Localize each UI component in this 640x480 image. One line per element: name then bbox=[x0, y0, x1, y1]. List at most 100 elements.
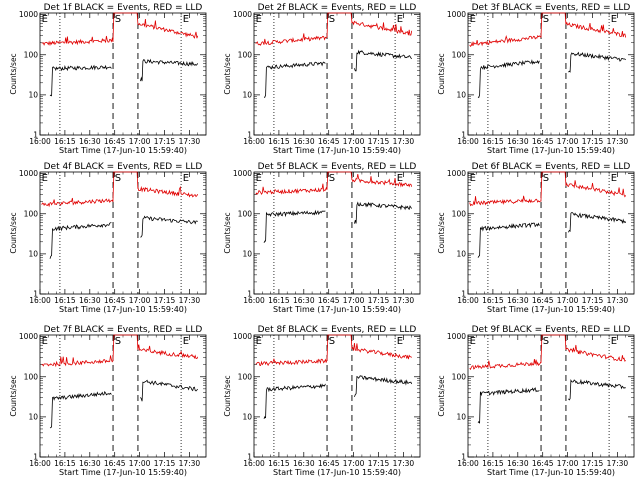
y-axis-label: Counts/sec bbox=[437, 53, 446, 94]
x-tick-label: 16:45 bbox=[104, 296, 126, 305]
y-tick-label: 1 bbox=[33, 290, 38, 299]
time-marker-label: S bbox=[543, 336, 549, 347]
y-tick-label: 100 bbox=[24, 50, 39, 59]
x-axis-label: Start Time (17-Jun-10 15:59:40) bbox=[59, 468, 187, 477]
x-tick-label: 17:15 bbox=[154, 137, 176, 146]
time-marker-label: S bbox=[329, 14, 335, 25]
events-series-line bbox=[477, 222, 540, 258]
y-tick-label: 1 bbox=[247, 131, 252, 140]
panel-title: Det 1f BLACK = Events, RED = LLD bbox=[44, 3, 203, 13]
chart-panel-2: Det 2f BLACK = Events, RED = LLD 1 10 100 10… bbox=[223, 3, 421, 155]
x-axis-label: Start Time (17-Jun-10 15:59:40) bbox=[487, 146, 615, 155]
y-tick-label: 10 bbox=[28, 90, 38, 99]
x-axis-label: Start Time (17-Jun-10 15:59:40) bbox=[273, 305, 401, 314]
x-tick-label: 17:30 bbox=[179, 137, 201, 146]
y-axis-label: Counts/sec bbox=[223, 375, 232, 416]
time-marker-label: S bbox=[543, 14, 549, 25]
lld-series-line bbox=[255, 171, 413, 196]
y-tick-label: 1 bbox=[33, 453, 38, 462]
x-tick-label: 16:15 bbox=[268, 137, 290, 146]
x-tick-label: 17:15 bbox=[368, 459, 390, 468]
y-tick-label: 10 bbox=[456, 412, 466, 421]
y-tick-label: 1000 bbox=[233, 10, 252, 19]
y-tick-label: 100 bbox=[24, 209, 39, 218]
x-tick-label: 17:00 bbox=[129, 296, 151, 305]
panel-title: Det 7f BLACK = Events, RED = LLD bbox=[44, 325, 203, 335]
x-tick-label: 17:15 bbox=[368, 137, 390, 146]
time-marker-label: S bbox=[115, 336, 121, 347]
panel-title: Det 5f BLACK = Events, RED = LLD bbox=[258, 162, 417, 172]
x-tick-label: 16:45 bbox=[532, 137, 554, 146]
events-series-line bbox=[140, 215, 198, 238]
time-marker-label: E bbox=[183, 14, 189, 25]
lld-series-line bbox=[469, 171, 627, 207]
x-tick-label: 17:15 bbox=[154, 459, 176, 468]
y-tick-label: 1 bbox=[247, 290, 252, 299]
x-tick-label: 16:00 bbox=[243, 459, 265, 468]
y-tick-label: 10 bbox=[242, 90, 252, 99]
time-marker-label: E bbox=[256, 14, 262, 25]
lld-series-line bbox=[469, 12, 627, 47]
y-tick-label: 10 bbox=[28, 249, 38, 258]
y-tick-label: 1000 bbox=[19, 169, 38, 178]
x-axis-label: Start Time (17-Jun-10 15:59:40) bbox=[59, 146, 187, 155]
time-marker-label: E bbox=[611, 336, 617, 347]
time-marker-label: E bbox=[42, 14, 48, 25]
y-tick-label: 100 bbox=[452, 372, 467, 381]
time-marker-label: S bbox=[543, 173, 549, 184]
lld-series-line bbox=[41, 12, 199, 47]
time-marker-label: E bbox=[256, 336, 262, 347]
y-tick-label: 1 bbox=[461, 453, 466, 462]
y-tick-label: 1 bbox=[461, 290, 466, 299]
time-marker-label: S bbox=[115, 173, 121, 184]
x-tick-label: 16:15 bbox=[482, 296, 504, 305]
y-tick-label: 100 bbox=[238, 209, 253, 218]
x-tick-label: 16:00 bbox=[29, 296, 51, 305]
x-axis-label: Start Time (17-Jun-10 15:59:40) bbox=[273, 468, 401, 477]
events-series-line bbox=[354, 375, 413, 398]
x-tick-label: 17:30 bbox=[607, 137, 629, 146]
x-tick-label: 16:15 bbox=[54, 296, 76, 305]
x-tick-label: 17:15 bbox=[368, 296, 390, 305]
y-tick-label: 1 bbox=[247, 453, 252, 462]
events-series-line bbox=[568, 378, 626, 401]
events-series-line bbox=[568, 51, 626, 73]
y-tick-label: 100 bbox=[238, 372, 253, 381]
x-tick-label: 17:30 bbox=[393, 296, 415, 305]
x-tick-label: 17:30 bbox=[607, 296, 629, 305]
y-tick-label: 10 bbox=[456, 249, 466, 258]
chart-panel-8: Det 8f BLACK = Events, RED = LLD 1 10 100 10… bbox=[223, 325, 421, 477]
y-tick-label: 10 bbox=[242, 412, 252, 421]
x-axis-label: Start Time (17-Jun-10 15:59:40) bbox=[59, 305, 187, 314]
x-tick-label: 16:00 bbox=[457, 137, 479, 146]
chart-panel-7: Det 7f BLACK = Events, RED = LLD 1 10 100 10… bbox=[9, 325, 207, 477]
chart-panel-3: Det 3f BLACK = Events, RED = LLD 1 10 100 10… bbox=[437, 3, 635, 155]
y-tick-label: 1000 bbox=[19, 332, 38, 341]
x-tick-label: 16:45 bbox=[532, 459, 554, 468]
time-marker-label: E bbox=[183, 336, 189, 347]
time-marker-label: S bbox=[329, 336, 335, 347]
events-series-line bbox=[263, 209, 326, 243]
events-series-line bbox=[49, 222, 112, 259]
y-axis-label: Counts/sec bbox=[223, 53, 232, 94]
y-axis-label: Counts/sec bbox=[9, 375, 18, 416]
y-axis-label: Counts/sec bbox=[9, 212, 18, 253]
x-tick-label: 16:30 bbox=[79, 137, 101, 146]
x-tick-label: 17:00 bbox=[343, 459, 365, 468]
x-tick-label: 17:15 bbox=[582, 296, 604, 305]
x-axis-label: Start Time (17-Jun-10 15:59:40) bbox=[273, 146, 401, 155]
x-tick-label: 16:30 bbox=[293, 459, 315, 468]
y-axis-label: Counts/sec bbox=[223, 212, 232, 253]
y-tick-label: 10 bbox=[28, 412, 38, 421]
lld-series-line bbox=[41, 171, 199, 208]
y-axis-label: Counts/sec bbox=[9, 53, 18, 94]
x-tick-label: 16:45 bbox=[104, 137, 126, 146]
x-tick-label: 17:30 bbox=[179, 296, 201, 305]
x-tick-label: 17:00 bbox=[129, 137, 151, 146]
time-marker-label: E bbox=[256, 173, 262, 184]
time-marker-label: E bbox=[42, 173, 48, 184]
panel-title: Det 2f BLACK = Events, RED = LLD bbox=[258, 3, 417, 13]
events-series-line bbox=[354, 49, 412, 72]
x-tick-label: 16:00 bbox=[243, 296, 265, 305]
y-axis-label: Counts/sec bbox=[437, 212, 446, 253]
